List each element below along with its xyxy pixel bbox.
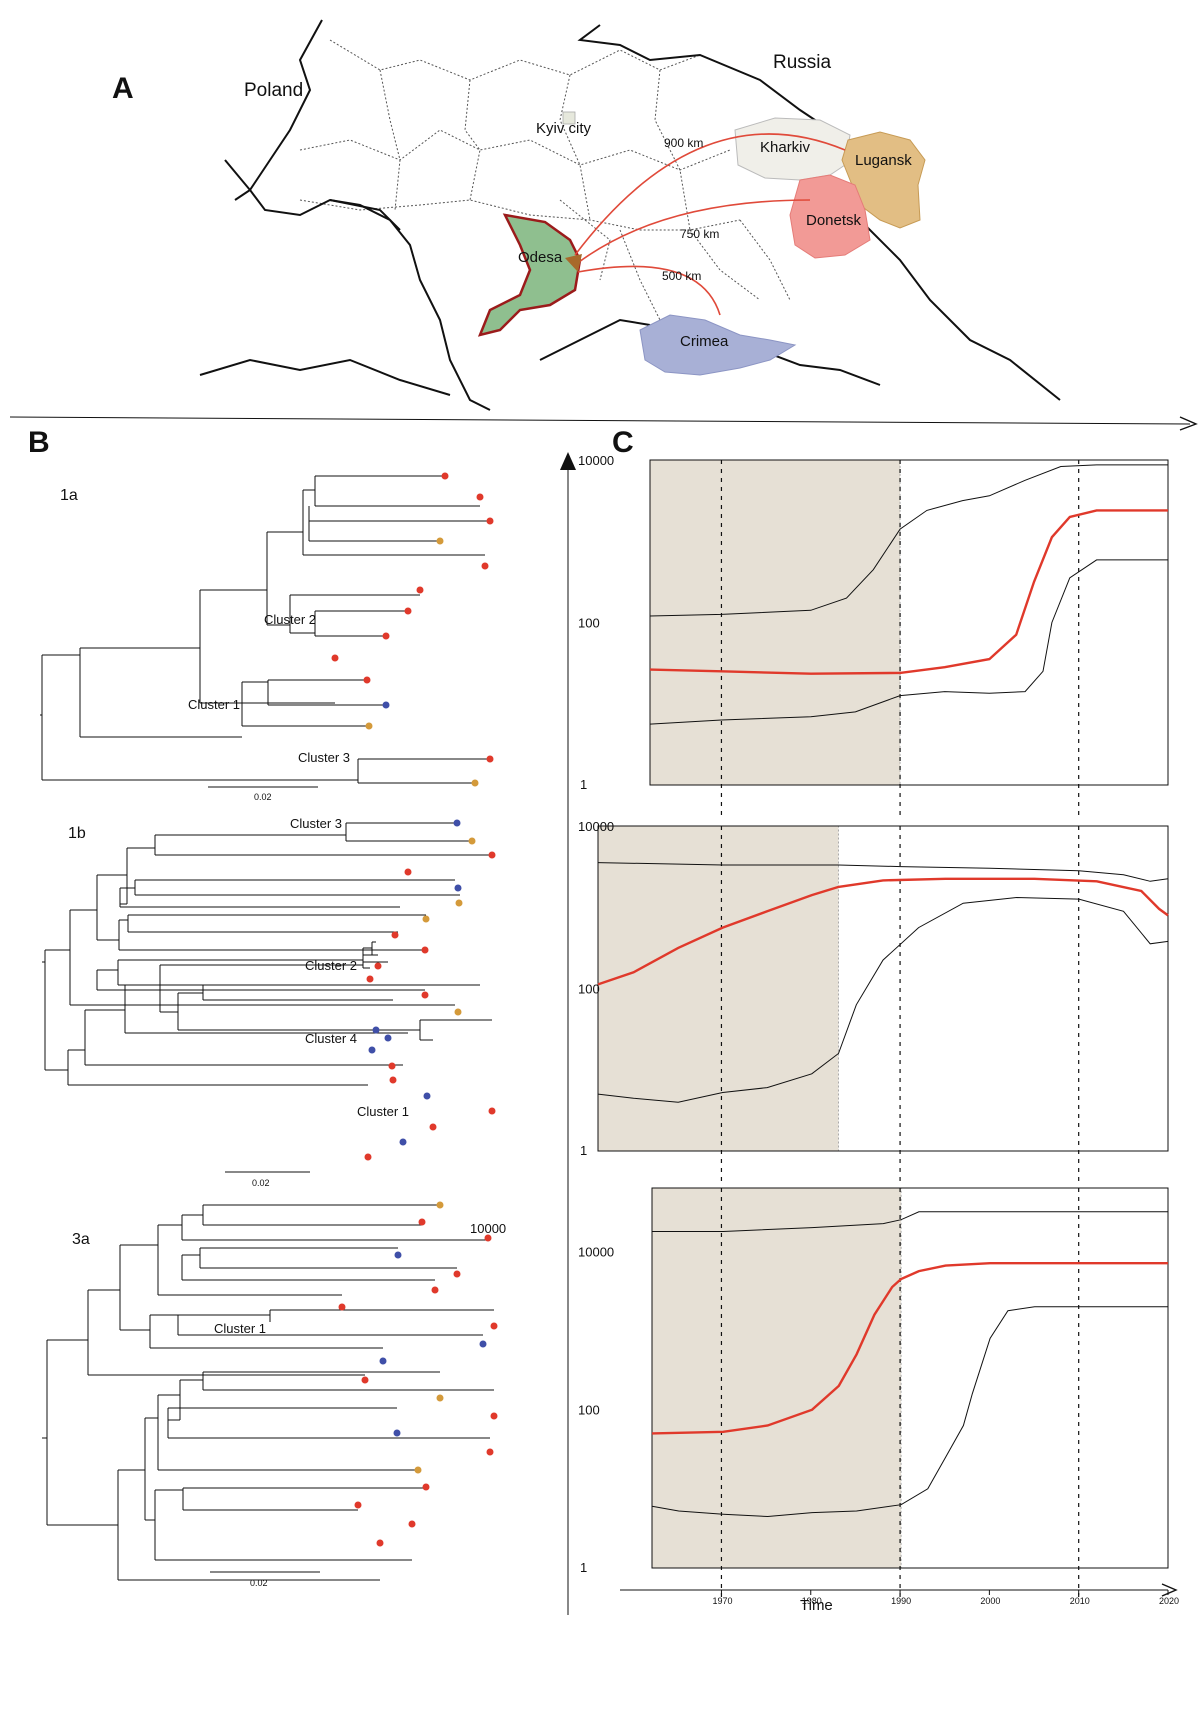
skyline-1a-ytick-10000: 10000 — [578, 453, 614, 468]
tree-1b-cluster-3: Cluster 3 — [290, 816, 342, 831]
tree-1b-branches — [42, 822, 492, 1086]
skyline-3a-ytick-100: 100 — [578, 1403, 600, 1418]
panel-c-skylines: C 1970 1980 1990 2000 2010 2020 Time 10000 10… — [560, 426, 1179, 1615]
label-crimea: Crimea — [680, 333, 729, 350]
tree-3a-branches — [42, 1204, 494, 1581]
tree-3a: 3a 10000 — [42, 1201, 506, 1588]
skyline-1b-upper-line — [597, 862, 1169, 882]
skyline-1b-ytick-1: 1 — [580, 1143, 587, 1158]
tree-1a-name: 1a — [60, 487, 78, 504]
tree-1a-cluster-2: Cluster 2 — [264, 612, 316, 627]
skyline-1b-shade — [597, 825, 839, 1152]
tree-1b-name: 1b — [68, 825, 86, 842]
label-odesa: Odesa — [518, 249, 563, 266]
skyline-3a-ref-lines — [720, 1188, 1080, 1600]
panel-label-b: B — [28, 426, 50, 459]
tree-1b-tips — [364, 819, 496, 1161]
x-tick-label-1980: 1980 — [802, 1596, 822, 1606]
country-borders — [199, 19, 1061, 411]
skyline-1a-ytick-100: 100 — [578, 616, 600, 631]
x-axis-arrow-icon — [1161, 1583, 1178, 1597]
x-ticks: 1970 1980 1990 2000 2010 2020 — [712, 1590, 1179, 1606]
tree-1b: 1b — [42, 816, 496, 1188]
tree-1a: 1a Cluster 2 Cluster 1 Cluster 3 — [40, 472, 494, 802]
skyline-3a-ytick-1: 1 — [580, 1560, 587, 1575]
label-900km: 900 km — [664, 136, 703, 150]
skyline-1b-frame — [597, 825, 1169, 1152]
skyline-3a-upper-line — [652, 1211, 1168, 1232]
x-tick-label-2020: 2020 — [1159, 1596, 1179, 1606]
tree-3a-cluster-1: Cluster 1 — [214, 1321, 266, 1336]
x-tick-label-1970: 1970 — [712, 1596, 732, 1606]
skyline-1b-median-line — [597, 877, 1169, 986]
skyline-1a-ref-lines — [720, 460, 1080, 817]
label-500km: 500 km — [662, 269, 701, 283]
tree-1b-cluster-2: Cluster 2 — [305, 958, 357, 973]
tree-1b-cluster-1: Cluster 1 — [357, 1104, 409, 1119]
skyline-1b-ref-lines — [720, 826, 1080, 1183]
skyline-3a-shade — [651, 1187, 902, 1569]
label-donetsk: Donetsk — [806, 212, 862, 229]
tree-3a-name: 3a — [72, 1231, 90, 1248]
label-kyiv-city: Kyiv city — [536, 120, 592, 137]
skyline-1b-lower-line — [597, 896, 1169, 1103]
panel-b-trees: B 1a Cluster 2 Cluster 1 — [28, 426, 506, 1588]
tree-3a-stray-label: 10000 — [470, 1221, 506, 1236]
skyline-1a-upper-line — [649, 464, 1168, 617]
skyline-chart-3a: 10000 100 1 — [578, 1187, 1169, 1600]
skyline-3a-lower-line — [651, 1306, 1168, 1518]
skyline-3a-ytick-10000: 10000 — [578, 1244, 614, 1259]
skyline-1a-frame — [649, 459, 1169, 786]
x-tick-label-1990: 1990 — [891, 1596, 911, 1606]
x-axis-title: Time — [800, 1597, 833, 1614]
tree-3a-tips — [338, 1201, 498, 1547]
tree-3a-scale-label: 0.02 — [250, 1578, 268, 1588]
skyline-3a-frame — [651, 1187, 1169, 1569]
time-arrow-line — [9, 416, 1191, 425]
y-axis-arrow-icon — [560, 452, 576, 470]
panel-label-a: A — [112, 72, 134, 105]
tree-1b-cluster-4: Cluster 4 — [305, 1031, 357, 1046]
tree-1a-branches — [40, 475, 490, 784]
label-lugansk: Lugansk — [855, 152, 912, 169]
label-poland: Poland — [244, 80, 303, 101]
tree-1a-tips — [331, 472, 494, 787]
oblast-boundaries — [299, 39, 791, 321]
tree-1a-cluster-1: Cluster 1 — [188, 697, 240, 712]
arrow-head-icon — [565, 254, 582, 272]
label-kharkiv: Kharkiv — [760, 139, 811, 156]
panel-a-map: A — [9, 19, 1198, 431]
skyline-1b-ytick-100: 100 — [578, 982, 600, 997]
tree-1a-cluster-3: Cluster 3 — [298, 750, 350, 765]
tree-1b-scale-label: 0.02 — [252, 1178, 270, 1188]
skyline-chart-1a: 10000 100 1 — [578, 453, 1169, 817]
tree-1a-scale-label: 0.02 — [254, 792, 272, 802]
label-750km: 750 km — [680, 227, 719, 241]
skyline-1a-shade — [649, 459, 901, 786]
region-odesa — [477, 213, 582, 337]
time-arrow-head-icon — [1179, 416, 1198, 431]
skyline-1a-ytick-1: 1 — [580, 777, 587, 792]
panel-label-c: C — [612, 426, 634, 459]
label-russia: Russia — [773, 52, 832, 73]
skyline-1a-lower-line — [649, 559, 1168, 725]
x-tick-label-2010: 2010 — [1070, 1596, 1090, 1606]
skyline-1a-median-line — [649, 509, 1168, 675]
skyline-chart-1b: 10000 100 1 — [578, 819, 1169, 1183]
x-tick-label-2000: 2000 — [980, 1596, 1000, 1606]
region-kyiv-city — [562, 111, 576, 125]
migration-arrows — [574, 133, 846, 316]
region-donetsk — [789, 174, 871, 259]
region-crimea — [639, 314, 797, 376]
skyline-1b-ytick-10000: 10000 — [578, 819, 614, 834]
skyline-3a-median-line — [651, 1262, 1168, 1435]
